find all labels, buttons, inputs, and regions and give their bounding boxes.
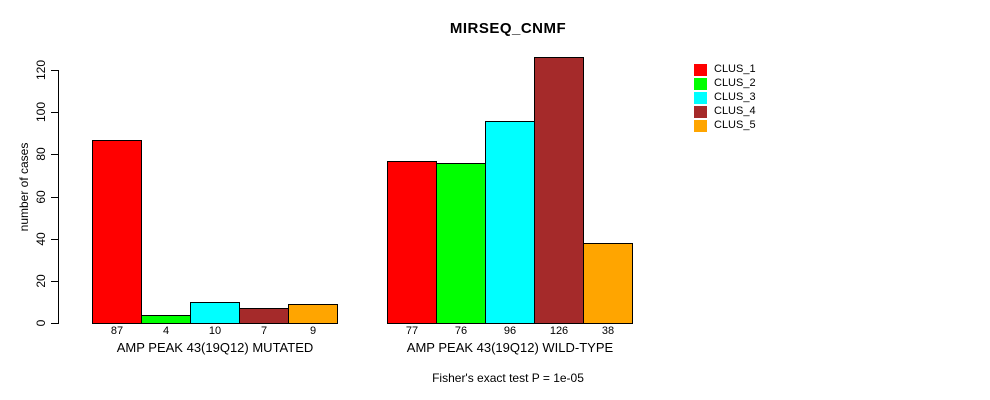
bar-clus_2	[141, 315, 191, 324]
bar-clus_4	[534, 57, 584, 324]
legend-item-clus_1: CLUS_1	[694, 63, 756, 76]
bar-value-label: 4	[162, 325, 170, 337]
legend: CLUS_1 CLUS_2 CLUS_3 CLUS_4 CLUS_5	[694, 63, 756, 133]
y-axis-tick	[51, 239, 58, 240]
legend-color-swatch	[694, 105, 707, 118]
y-axis-tick	[51, 112, 58, 113]
group-label: AMP PEAK 43(19Q12) WILD-TYPE	[406, 340, 614, 355]
legend-color-swatch	[694, 119, 707, 132]
bar-value-label: 7	[260, 325, 268, 337]
bar-clus_5	[583, 243, 633, 324]
y-axis-tick-label-text: 120	[34, 59, 48, 81]
bar-value-label: 77	[405, 325, 419, 337]
y-axis-tick-label-text: 40	[34, 232, 48, 246]
legend-color-swatch	[694, 63, 707, 76]
bar-value-label: 76	[454, 325, 468, 337]
bar-value-label: 126	[549, 325, 569, 337]
y-axis-tick-label-text: 0	[34, 319, 48, 327]
y-axis-tick	[51, 197, 58, 198]
legend-color-swatch	[694, 77, 707, 90]
legend-item-clus_3: CLUS_3	[694, 91, 756, 104]
group-label: AMP PEAK 43(19Q12) MUTATED	[116, 340, 314, 355]
legend-item-label: CLUS_2	[714, 77, 756, 89]
bar-clus_3	[190, 302, 240, 324]
y-axis-title-text: number of cases	[17, 142, 31, 232]
legend-item-clus_4: CLUS_4	[694, 105, 756, 118]
y-axis-line	[58, 70, 59, 324]
y-axis-tick-label-text: 60	[34, 190, 48, 204]
bar-value-label: 9	[309, 325, 317, 337]
bar-clus_2	[436, 163, 486, 324]
bar-clus_4	[239, 308, 289, 324]
legend-item-clus_2: CLUS_2	[694, 77, 756, 90]
bar-value-label: 38	[601, 325, 615, 337]
legend-item-label: CLUS_1	[714, 63, 756, 75]
bar-value-label: 10	[208, 325, 222, 337]
bar-value-label: 96	[503, 325, 517, 337]
bar-clus_1	[92, 140, 142, 324]
y-axis-tick	[51, 154, 58, 155]
y-axis-tick-label-text: 100	[34, 101, 48, 123]
chart-title: MIRSEQ_CNMF	[449, 20, 567, 37]
legend-item-clus_5: CLUS_5	[694, 119, 756, 132]
bar-clus_3	[485, 121, 535, 324]
legend-item-label: CLUS_3	[714, 91, 756, 103]
y-axis-tick	[51, 323, 58, 324]
y-axis-tick	[51, 70, 58, 71]
legend-color-swatch	[694, 91, 707, 104]
legend-item-label: CLUS_4	[714, 105, 756, 117]
y-axis-tick-label-text: 80	[34, 147, 48, 161]
annotation-text: Fisher's exact test P = 1e-05	[432, 371, 584, 385]
legend-item-label: CLUS_5	[714, 119, 756, 131]
bar-value-label: 87	[110, 325, 124, 337]
bar-clus_1	[387, 161, 437, 324]
y-axis-tick-label-text: 20	[34, 274, 48, 288]
bar-clus_5	[288, 304, 338, 324]
y-axis-tick	[51, 281, 58, 282]
